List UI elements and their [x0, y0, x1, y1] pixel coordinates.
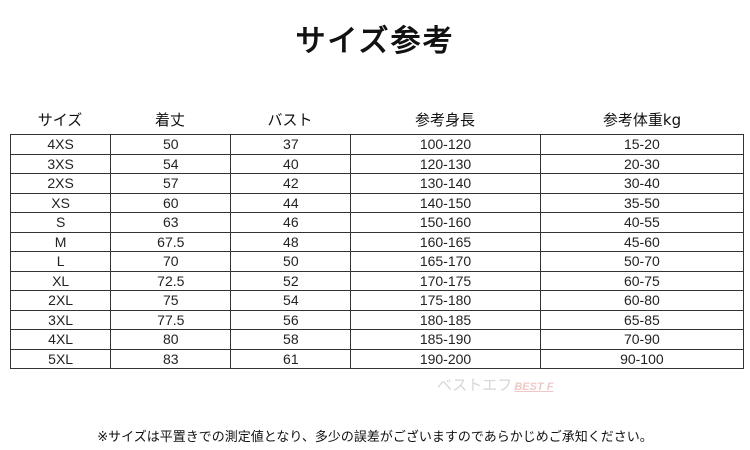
cell-weight: 90-100: [539, 348, 745, 369]
cell-weight: 65-85: [539, 309, 745, 330]
table-row: S 63 46 150-160 40-55: [9, 212, 745, 233]
cell-bust: 61: [230, 348, 352, 369]
table-row: XL 72.5 52 170-175 60-75: [9, 270, 745, 291]
cell-bust: 54: [230, 290, 352, 311]
page-title: サイズ参考: [295, 24, 455, 59]
cell-bust: 58: [230, 329, 352, 350]
cell-size: 3XL: [9, 309, 112, 330]
cell-size: 4XL: [9, 329, 112, 350]
cell-height: 175-180: [350, 290, 541, 311]
cell-weight: 70-90: [539, 329, 745, 350]
cell-bust: 37: [230, 134, 352, 155]
cell-length: 70: [110, 251, 232, 272]
cell-length: 50: [110, 134, 232, 155]
cell-height: 160-165: [350, 231, 541, 252]
cell-size: S: [9, 212, 112, 233]
cell-size: 2XS: [9, 173, 112, 194]
cell-length: 57: [110, 173, 232, 194]
cell-bust: 42: [230, 173, 352, 194]
cell-weight: 30-40: [539, 173, 745, 194]
cell-height: 185-190: [350, 329, 541, 350]
header-length: 着丈: [154, 111, 185, 129]
cell-length: 63: [110, 212, 232, 233]
cell-length: 80: [110, 329, 232, 350]
header-bust: バスト: [267, 111, 313, 129]
cell-size: L: [9, 251, 112, 272]
cell-weight: 20-30: [539, 153, 745, 174]
table-row: 2XL 75 54 175-180 60-80: [9, 290, 745, 311]
cell-length: 72.5: [110, 270, 232, 291]
cell-height: 140-150: [350, 192, 541, 213]
cell-weight: 60-80: [539, 290, 745, 311]
cell-size: M: [9, 231, 112, 252]
cell-height: 190-200: [350, 348, 541, 369]
cell-length: 67.5: [110, 231, 232, 252]
cell-bust: 46: [230, 212, 352, 233]
table-row: L 70 50 165-170 50-70: [9, 251, 745, 272]
cell-size: 2XL: [9, 290, 112, 311]
cell-bust: 56: [230, 309, 352, 330]
cell-height: 120-130: [350, 153, 541, 174]
cell-bust: 40: [230, 153, 352, 174]
cell-weight: 45-60: [539, 231, 745, 252]
cell-height: 130-140: [350, 173, 541, 194]
cell-size: XL: [9, 270, 112, 291]
cell-bust: 52: [230, 270, 352, 291]
cell-length: 75: [110, 290, 232, 311]
cell-bust: 48: [230, 231, 352, 252]
cell-size: 4XS: [9, 134, 112, 155]
table-row: 4XL 80 58 185-190 70-90: [9, 329, 745, 350]
cell-height: 170-175: [350, 270, 541, 291]
cell-height: 165-170: [350, 251, 541, 272]
cell-size: 5XL: [9, 348, 112, 369]
cell-height: 180-185: [350, 309, 541, 330]
table-row: 3XL 77.5 56 180-185 65-85: [9, 309, 745, 330]
size-table: 4XS 50 37 100-120 15-20 3XS 54 40 120-130 20-30 2X…: [9, 134, 745, 369]
cell-size: 3XS: [9, 153, 112, 174]
header-weight: 参考体重kg: [602, 111, 682, 129]
header-height: 参考身長: [414, 111, 475, 129]
cell-weight: 40-55: [539, 212, 745, 233]
cell-length: 83: [110, 348, 232, 369]
table-row: XS 60 44 140-150 35-50: [9, 192, 745, 213]
header-size: サイズ: [37, 111, 83, 129]
cell-length: 54: [110, 153, 232, 174]
cell-weight: 15-20: [539, 134, 745, 155]
table-row: 3XS 54 40 120-130 20-30: [9, 153, 745, 174]
table-row: 5XL 83 61 190-200 90-100: [9, 348, 745, 369]
cell-weight: 60-75: [539, 270, 745, 291]
cell-length: 77.5: [110, 309, 232, 330]
table-row: 4XS 50 37 100-120 15-20: [9, 134, 745, 155]
cell-height: 100-120: [350, 134, 541, 155]
cell-height: 150-160: [350, 212, 541, 233]
cell-bust: 50: [230, 251, 352, 272]
cell-size: XS: [9, 192, 112, 213]
table-header: サイズ 着丈 バスト 参考身長 参考体重kg: [10, 108, 744, 132]
cell-weight: 35-50: [539, 192, 745, 213]
watermark-logo: ベストエフ BEST F: [437, 377, 554, 394]
cell-bust: 44: [230, 192, 352, 213]
table-row: M 67.5 48 160-165 45-60: [9, 231, 745, 252]
cell-length: 60: [110, 192, 232, 213]
size-note: ※サイズは平置きでの測定値となり、多少の誤差がございますのであらかじめご承知くだ…: [97, 430, 653, 445]
cell-weight: 50-70: [539, 251, 745, 272]
table-row: 2XS 57 42 130-140 30-40: [9, 173, 745, 194]
